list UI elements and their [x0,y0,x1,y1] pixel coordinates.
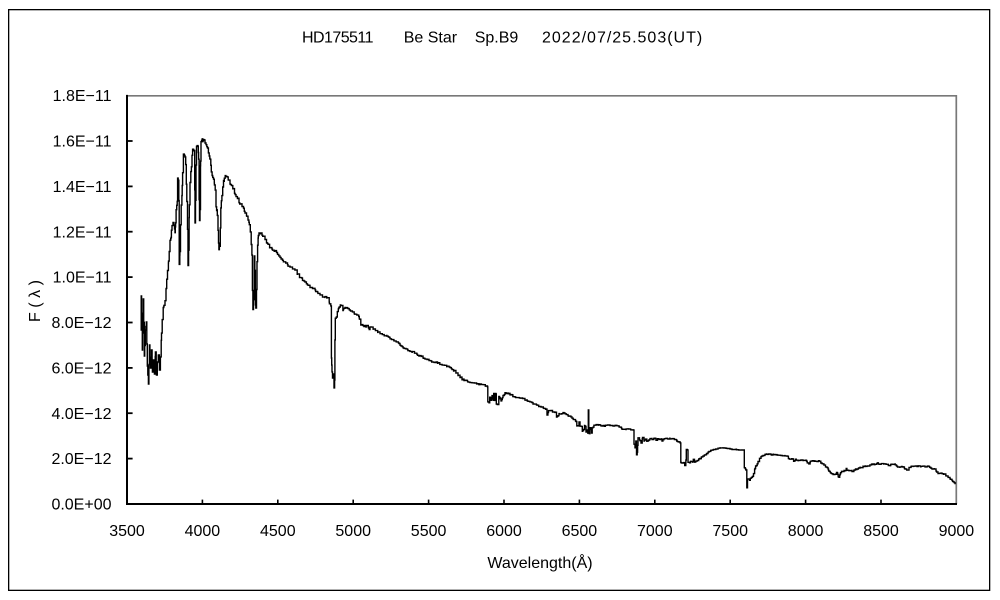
svg-text:1.4E−11: 1.4E−11 [53,179,112,196]
svg-text:8.0E−12: 8.0E−12 [51,315,111,332]
svg-text:2.0E−12: 2.0E−12 [51,451,111,468]
svg-text:9000: 9000 [939,523,975,540]
svg-text:1.6E−11: 1.6E−11 [53,134,112,151]
svg-text:5000: 5000 [335,523,371,540]
svg-text:1.2E−11: 1.2E−11 [53,224,112,241]
svg-text:6.0E−12: 6.0E−12 [51,361,111,378]
svg-text:6000: 6000 [486,523,522,540]
svg-text:8500: 8500 [863,523,899,540]
svg-text:6500: 6500 [562,523,598,540]
svg-text:4000: 4000 [185,523,221,540]
svg-text:5500: 5500 [411,523,447,540]
svg-text:1.8E−11: 1.8E−11 [53,88,112,105]
svg-text:Be Star: Be Star [404,30,458,47]
svg-text:7000: 7000 [637,523,673,540]
svg-text:1.0E−11: 1.0E−11 [53,270,112,287]
svg-text:0.0E+00: 0.0E+00 [51,497,111,514]
svg-text:Wavelength(Å): Wavelength(Å) [487,553,592,572]
svg-text:2022/07/25.503(UT): 2022/07/25.503(UT) [542,30,703,47]
svg-text:Sp.B9: Sp.B9 [475,30,519,47]
svg-text:7500: 7500 [712,523,748,540]
svg-text:HD175511: HD175511 [302,30,374,47]
svg-text:3500: 3500 [109,523,145,540]
svg-text:F(λ): F(λ) [27,276,44,322]
svg-text:4500: 4500 [260,523,296,540]
svg-text:4.0E−12: 4.0E−12 [51,406,111,423]
svg-text:8000: 8000 [788,523,824,540]
